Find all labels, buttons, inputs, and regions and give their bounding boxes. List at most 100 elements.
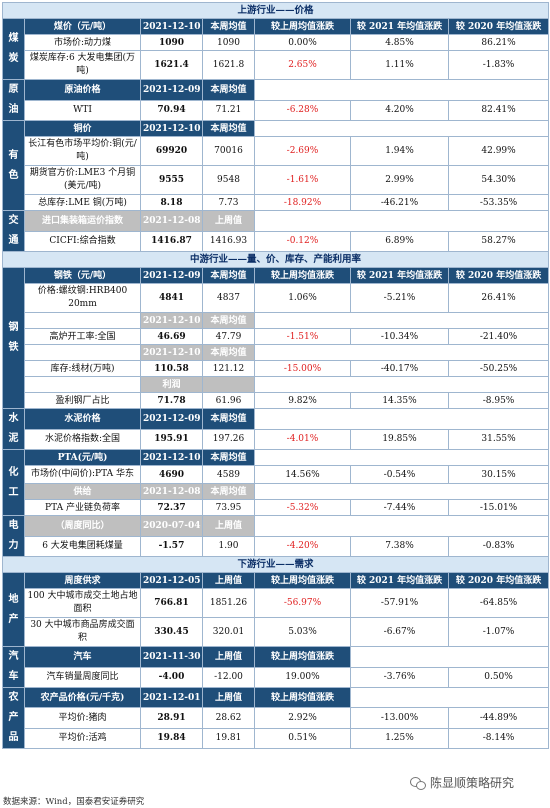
section-title: 上游行业——价格 <box>1 2 550 19</box>
value-cell: 4837 <box>202 283 255 313</box>
date-cell: 2021-12-05 <box>140 572 203 589</box>
section-downstream: 下游行业——需求 <box>1 556 550 573</box>
value-cell: 4841 <box>140 283 203 313</box>
group-header: 钢铁（元/吨） <box>24 267 141 284</box>
date-cell: 2021-12-01 <box>140 686 203 709</box>
row-label: 长江有色市场平均价:铜(元/吨) <box>24 136 141 166</box>
value-cell: 4589 <box>202 465 255 484</box>
value-cell: 19.00% <box>254 666 351 688</box>
value-cell: -46.21% <box>350 194 449 211</box>
blank-cell <box>253 344 550 361</box>
value-cell: 1851.26 <box>202 588 255 618</box>
table-row: 100 大中城市成交土地占地面积 766.81 1851.26 -56.97% … <box>3 588 550 618</box>
value-cell: 7.73 <box>202 194 255 211</box>
value-cell: -1.83% <box>447 50 550 80</box>
market-tracking-table: 上游行业——价格 煤炭 煤价（元/吨） 2021-12-10 本周均值 较上周均… <box>1 2 550 750</box>
col-header: 较 2021 年均值涨跌 <box>350 267 449 284</box>
col-header: 上周值 <box>202 686 255 709</box>
category-cement: 水泥 <box>2 408 25 450</box>
value-cell: 110.58 <box>140 360 203 377</box>
steel-subheader-row: 利润 <box>3 376 550 393</box>
col-header: 较 2020 年均值涨跌 <box>447 267 550 284</box>
col-header: 上周值 <box>202 646 255 668</box>
category-crude: 原油 <box>2 79 25 121</box>
coal-header-row: 煤炭 煤价（元/吨） 2021-12-10 本周均值 较上周均值涨跌 较 202… <box>2 18 550 80</box>
row-label: 平均价:猪肉 <box>24 707 141 729</box>
value-cell: 28.91 <box>140 707 203 729</box>
row-label: 高炉开工率:全国 <box>24 328 141 345</box>
value-cell: 7.38% <box>350 535 449 557</box>
date-cell: 2021-12-08 <box>140 483 203 500</box>
value-cell: 4.85% <box>350 34 449 51</box>
row-label: 100 大中城市成交土地占地面积 <box>24 588 141 618</box>
date-cell: 2021-12-10 <box>140 449 203 466</box>
value-cell: -5.32% <box>254 499 351 516</box>
value-cell: 2.65% <box>254 50 351 80</box>
value-cell: 70.94 <box>140 99 203 121</box>
category-realestate: 地产 <box>2 572 25 647</box>
row-label: CICFI:综合指数 <box>24 230 141 252</box>
col-header: 较 2020 年均值涨跌 <box>447 572 550 589</box>
value-cell: -4.00 <box>140 666 203 688</box>
value-cell: -4.20% <box>254 535 351 557</box>
value-cell: 1.11% <box>350 50 449 80</box>
blank-cell <box>349 686 550 709</box>
category-agri: 农产品 <box>2 687 25 749</box>
value-cell: 766.81 <box>140 588 203 618</box>
date-cell: 2021-12-09 <box>140 408 203 430</box>
value-cell: 1416.93 <box>202 230 255 252</box>
value-cell: -44.89% <box>447 707 550 729</box>
category-chemical: 化工 <box>2 449 25 516</box>
date-cell: 2020-07-04 <box>140 515 203 537</box>
value-cell: 9555 <box>140 165 203 195</box>
value-cell: 9.82% <box>254 392 351 409</box>
group-header: （周度同比） <box>24 515 141 537</box>
value-cell: 82.41% <box>447 99 550 121</box>
category-coal: 煤炭 <box>2 18 25 80</box>
value-cell: -0.54% <box>350 465 449 484</box>
value-cell: -64.85% <box>447 588 550 618</box>
group-header: 煤价（元/吨） <box>24 18 141 35</box>
col-header: 本周均值 <box>202 449 255 466</box>
blank-cell <box>253 120 550 137</box>
value-cell: 19.85% <box>350 428 449 450</box>
row-label: 总库存:LME 铜(万吨) <box>24 194 141 211</box>
table-row: 总库存:LME 铜(万吨) 8.18 7.73 -18.92% -46.21% … <box>3 194 550 211</box>
blank-cell <box>253 449 550 466</box>
value-cell: -15.00% <box>254 360 351 377</box>
value-cell: 4690 <box>140 465 203 484</box>
table-row: WTI 70.94 71.21 -6.28% 4.20% 82.41% <box>3 99 550 121</box>
blank-cell <box>24 312 141 329</box>
value-cell: 4.20% <box>350 99 449 121</box>
value-cell: 9548 <box>202 165 255 195</box>
table-row: 市场价(中间价):PTA 华东 4690 4589 14.56% -0.54% … <box>3 465 550 484</box>
value-cell: 121.12 <box>202 360 255 377</box>
table-row: CICFI:综合指数 1416.87 1416.93 -0.12% 6.89% … <box>3 230 550 252</box>
value-cell: -1.51% <box>254 328 351 345</box>
value-cell: 330.45 <box>140 617 203 647</box>
col-header: 较 2021 年均值涨跌 <box>350 18 449 35</box>
blank-cell <box>349 646 550 668</box>
blank-cell <box>253 210 550 232</box>
value-cell: -40.17% <box>350 360 449 377</box>
realestate-header-row: 地产 周度供求 2021-12-05 上周值 较上周均值涨跌 较 2021 年均… <box>2 572 550 647</box>
wechat-icon <box>410 776 426 790</box>
value-cell: 26.41% <box>447 283 550 313</box>
value-cell: -56.97% <box>254 588 351 618</box>
group-header: 水泥价格 <box>24 408 141 430</box>
group-header: 进口集装箱运价指数 <box>24 210 141 232</box>
blank-cell <box>253 376 550 393</box>
table-row: 高炉开工率:全国 46.69 47.79 -1.51% -10.34% -21.… <box>3 328 550 345</box>
col-header: 本周均值 <box>202 18 255 35</box>
table-row: 水泥价格指数:全国 195.91 197.26 -4.01% 19.85% 31… <box>3 428 550 450</box>
value-cell: 1621.8 <box>202 50 255 80</box>
col-header: 较上周均值涨跌 <box>254 267 351 284</box>
col-header: 较上周均值涨跌 <box>254 18 351 35</box>
row-label: 期货官方价:LME3 个月铜(美元/吨) <box>24 165 141 195</box>
blank-cell <box>253 312 550 329</box>
cement-header-row: 水泥 水泥价格 2021-12-09 本周均值 <box>2 408 550 450</box>
category-auto: 汽车 <box>2 646 25 688</box>
value-cell: 195.91 <box>140 428 203 450</box>
value-cell: 70016 <box>202 136 255 166</box>
value-cell: -6.67% <box>350 617 449 647</box>
